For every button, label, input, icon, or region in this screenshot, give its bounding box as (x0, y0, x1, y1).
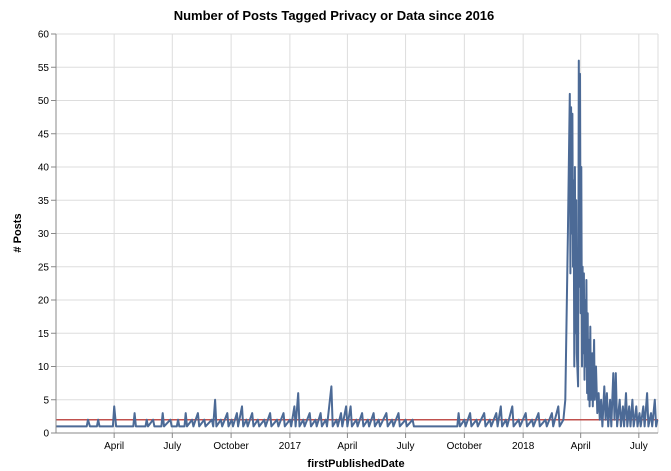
y-tick-label: 40 (38, 163, 50, 174)
gridlines (56, 33, 659, 434)
axes: 0 5 10 15 20 25 30 35 40 45 50 55 60 April July October… (38, 30, 658, 452)
x-tick-label: 2018 (512, 441, 535, 452)
x-axis-title: firstPublishedDate (307, 458, 404, 470)
y-tick-label: 10 (38, 362, 50, 373)
y-tick-label: 5 (43, 395, 49, 406)
x-tick-label: April (337, 441, 357, 452)
y-tick-label: 20 (38, 296, 50, 307)
x-tick-label: April (571, 441, 591, 452)
y-tick-label: 55 (38, 63, 50, 74)
x-tick-label: 2017 (279, 441, 302, 452)
x-tick-label: April (104, 441, 124, 452)
x-tick-label: October (447, 441, 483, 452)
y-tick-label: 30 (38, 229, 50, 240)
x-tick-label: July (630, 441, 648, 452)
y-tick-label: 0 (43, 429, 49, 440)
y-tick-label: 15 (38, 329, 50, 340)
y-tick-label: 25 (38, 262, 50, 273)
y-tick-label: 60 (38, 30, 50, 41)
y-tick-label: 50 (38, 96, 50, 107)
series-layer (56, 59, 659, 428)
y-tick-label: 35 (38, 196, 50, 207)
x-tick-label: July (397, 441, 415, 452)
x-tick-label: October (213, 441, 249, 452)
series-line (56, 59, 659, 428)
y-tick-label: 45 (38, 129, 50, 140)
y-axis-title: # Posts (12, 213, 24, 252)
chart-title: Number of Posts Tagged Privacy or Data s… (174, 8, 495, 23)
x-tick-label: July (163, 441, 181, 452)
